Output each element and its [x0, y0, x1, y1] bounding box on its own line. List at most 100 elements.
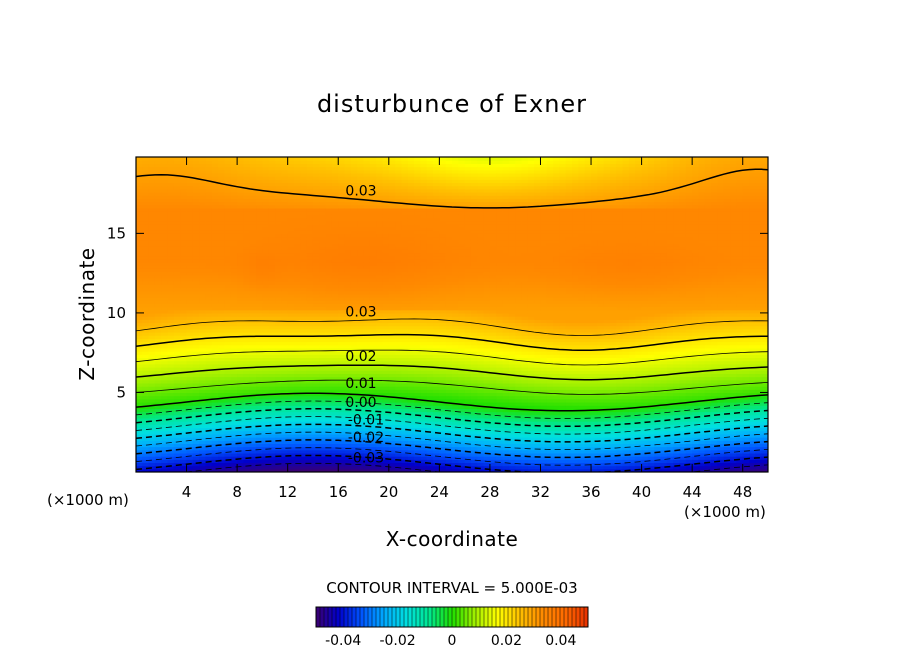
- field-cell: [433, 376, 440, 381]
- field-cell: [363, 430, 371, 435]
- field-cell: [142, 437, 150, 441]
- field-cell: [167, 414, 175, 419]
- field-cell: [262, 242, 270, 247]
- field-cell: [142, 456, 150, 460]
- field-cell: [256, 328, 263, 333]
- field-cell: [136, 198, 143, 203]
- field-cell: [325, 242, 333, 247]
- field-cell: [287, 312, 295, 317]
- field-cell: [414, 176, 421, 180]
- field-cell: [312, 322, 320, 327]
- field-cell: [148, 198, 156, 203]
- field-cell: [388, 211, 396, 215]
- field-cell: [230, 198, 238, 203]
- field-cell: [319, 370, 327, 374]
- field-cell: [382, 389, 390, 394]
- field-cell: [388, 398, 396, 403]
- field-cell: [363, 274, 371, 279]
- field-cell: [275, 207, 282, 212]
- field-cell: [167, 347, 175, 352]
- field-cell: [173, 169, 181, 174]
- field-cell: [243, 328, 251, 333]
- field-cell: [186, 328, 194, 333]
- field-cell: [407, 468, 415, 472]
- field-cell: [439, 468, 447, 472]
- field-cell: [439, 309, 447, 314]
- field-cell: [357, 411, 365, 416]
- field-cell: [306, 379, 314, 384]
- field-cell: [167, 201, 175, 206]
- field-cell: [319, 303, 327, 308]
- field-cell: [199, 379, 207, 384]
- field-cell: [180, 465, 188, 470]
- field-cell: [445, 297, 453, 301]
- field-cell: [407, 271, 415, 276]
- field-cell: [294, 255, 301, 260]
- field-cell: [401, 316, 409, 320]
- field-cell: [439, 427, 447, 432]
- field-cell: [237, 262, 245, 266]
- field-cell: [414, 217, 421, 222]
- field-cell: [281, 354, 289, 359]
- field-cell: [357, 347, 365, 352]
- field-cell: [211, 220, 219, 225]
- field-cell: [357, 233, 365, 238]
- field-cell: [136, 268, 143, 273]
- field-cell: [338, 347, 346, 352]
- field-cell: [148, 446, 156, 451]
- field-cell: [331, 300, 339, 304]
- field-cell: [445, 325, 453, 330]
- field-cell: [287, 166, 295, 171]
- field-cell: [325, 325, 333, 330]
- field-cell: [262, 281, 270, 285]
- field-cell: [205, 335, 213, 339]
- field-cell: [205, 172, 213, 177]
- field-cell: [136, 456, 143, 460]
- field-cell: [262, 456, 270, 460]
- field-cell: [338, 217, 346, 222]
- field-cell: [167, 252, 175, 257]
- field-cell: [376, 211, 384, 215]
- field-cell: [363, 338, 371, 343]
- field-cell: [249, 351, 257, 355]
- field-cell: [294, 424, 301, 429]
- field-cell: [268, 246, 276, 250]
- field-cell: [363, 287, 371, 292]
- field-cell: [350, 284, 358, 289]
- field-cell: [369, 192, 377, 196]
- field-cell: [268, 449, 276, 454]
- field-cell: [426, 236, 434, 241]
- field-cell: [376, 268, 384, 273]
- field-cell: [363, 300, 371, 304]
- field-cell: [167, 437, 175, 441]
- field-cell: [357, 169, 365, 174]
- field-cell: [136, 411, 143, 416]
- field-cell: [230, 452, 238, 457]
- field-cell: [319, 163, 327, 168]
- field-cell: [180, 274, 188, 279]
- field-cell: [382, 246, 390, 250]
- field-cell: [268, 417, 276, 422]
- field-cell: [281, 386, 289, 390]
- field-cell: [167, 255, 175, 260]
- field-cell: [433, 277, 440, 282]
- field-cell: [230, 456, 238, 460]
- field-cell: [142, 163, 150, 168]
- field-cell: [136, 160, 143, 164]
- field-cell: [230, 223, 238, 228]
- field-cell: [243, 309, 251, 314]
- field-cell: [268, 242, 276, 247]
- field-cell: [287, 443, 295, 448]
- field-cell: [167, 341, 175, 346]
- field-cell: [173, 220, 181, 225]
- field-cell: [426, 360, 434, 365]
- field-cell: [199, 192, 207, 196]
- field-cell: [281, 347, 289, 352]
- field-cell: [224, 217, 232, 222]
- field-cell: [256, 312, 263, 317]
- field-cell: [167, 211, 175, 215]
- field-cell: [294, 417, 301, 422]
- field-cell: [369, 293, 377, 298]
- field-cell: [338, 281, 346, 285]
- field-cell: [420, 338, 428, 343]
